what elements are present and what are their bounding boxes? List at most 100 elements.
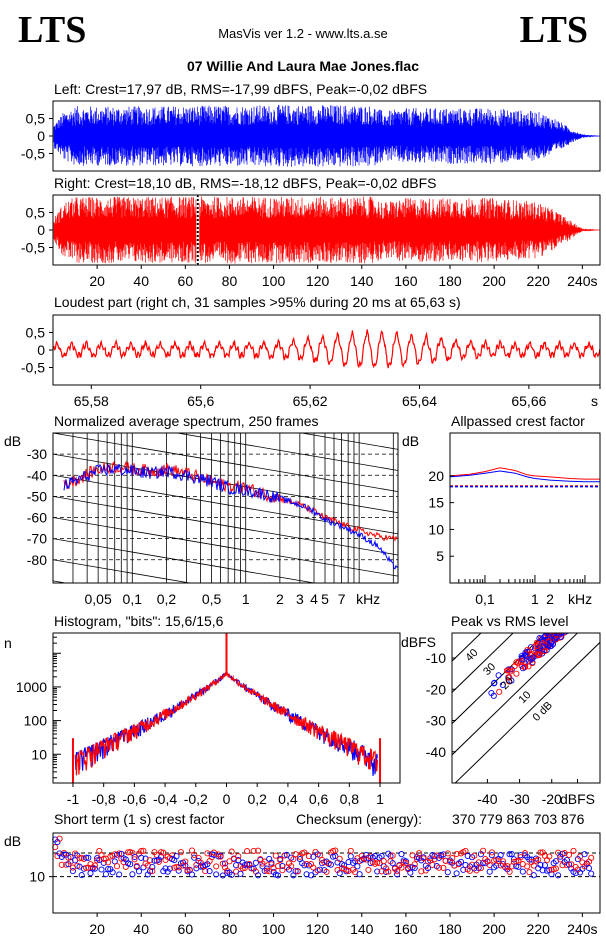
short-term-ylabel: dB bbox=[4, 833, 22, 849]
peak-rms-point-right bbox=[566, 610, 571, 615]
short-term-point-left bbox=[394, 871, 401, 878]
histogram-xtick-label: 0,8 bbox=[340, 791, 360, 807]
peak-rms-point-left bbox=[491, 680, 498, 687]
left-waveform-title: Left: Crest=17,97 dB, RMS=-17,99 dBFS, P… bbox=[54, 81, 428, 97]
right-xtick-label: 100 bbox=[262, 273, 286, 289]
short-term-point-left bbox=[398, 851, 405, 858]
peak-rms-point-right bbox=[570, 620, 575, 625]
peak-rms-point-right bbox=[570, 619, 575, 624]
short-term-point-right bbox=[416, 850, 423, 857]
allpassed-xtick-label: 0,1 bbox=[475, 591, 495, 607]
short-term-point-right bbox=[58, 861, 65, 868]
short-term-point-right bbox=[56, 835, 63, 842]
peak-rms-point-left bbox=[536, 635, 543, 642]
short-term-point-right bbox=[570, 847, 577, 854]
short-term-point-left bbox=[235, 857, 242, 864]
short-term-xtick-label: 160 bbox=[394, 921, 418, 937]
short-term-point-left bbox=[151, 857, 158, 864]
short-term-point-right bbox=[398, 864, 405, 871]
short-term-point-right bbox=[261, 858, 268, 865]
short-term-point-right bbox=[524, 863, 531, 870]
histogram-title: Histogram, "bits": 15,6/15,6 bbox=[54, 613, 224, 629]
short-term-point-right bbox=[332, 847, 339, 854]
spectrum-slope-line bbox=[53, 687, 398, 746]
short-term-point-right bbox=[279, 867, 286, 874]
spectrum-xtick-label: kHz bbox=[356, 591, 380, 607]
right-xtick-label: 80 bbox=[222, 273, 238, 289]
short-term-point-right bbox=[385, 868, 392, 875]
short-term-point-right bbox=[124, 849, 132, 856]
short-term-point-right bbox=[462, 847, 469, 854]
peak-rms-point-right bbox=[566, 618, 571, 623]
short-term-point-right bbox=[113, 863, 121, 870]
short-term-point-left bbox=[116, 871, 123, 878]
spectrum-ylabel: dB bbox=[4, 433, 22, 449]
peak-rms-point-left bbox=[568, 613, 573, 618]
spectrum-slope-line bbox=[53, 559, 193, 583]
loudest-part-title: Loudest part (right ch, 31 samples >95% … bbox=[54, 294, 461, 310]
short-term-xtick-label: 80 bbox=[222, 921, 238, 937]
peak-rms-diagonal-label: 10 bbox=[516, 689, 533, 706]
short-term-point-left bbox=[402, 858, 409, 865]
spectrum-xtick-label: 1 bbox=[242, 591, 250, 607]
short-term-point-right bbox=[244, 848, 251, 855]
peak-rms-point-right bbox=[571, 621, 576, 626]
peak-rms-point-left bbox=[522, 652, 529, 659]
peak-rms-point-right bbox=[545, 638, 552, 645]
short-term-point-left bbox=[548, 871, 555, 878]
short-term-point-right bbox=[250, 847, 257, 854]
peak-rms-point-left bbox=[563, 624, 568, 629]
right-xtick-label: 220 bbox=[527, 273, 551, 289]
short-term-point-left bbox=[585, 865, 593, 872]
peak-rms-point-left bbox=[570, 614, 575, 619]
peak-rms-point-right bbox=[557, 621, 562, 626]
right-xtick-label: 60 bbox=[178, 273, 194, 289]
short-term-point-right bbox=[552, 865, 559, 872]
peak-rms-point-right bbox=[564, 620, 569, 625]
peak-rms-point-right bbox=[496, 688, 503, 695]
short-term-xtick-label: 60 bbox=[178, 921, 194, 937]
peak-rms-point-right bbox=[557, 623, 562, 628]
histogram-xtick-label: 0,2 bbox=[247, 791, 267, 807]
short-term-point-right bbox=[294, 868, 301, 875]
short-term-point-right bbox=[480, 847, 487, 854]
peak-rms-point-left bbox=[568, 611, 573, 616]
peak-rms-xtick-label: -20 bbox=[542, 791, 562, 807]
peak-rms-point-left bbox=[568, 609, 573, 614]
peak-rms-point-left bbox=[567, 618, 572, 623]
peak-rms-point-right bbox=[525, 663, 532, 670]
histogram-xtick-label: 0,6 bbox=[309, 791, 329, 807]
short-term-point-right bbox=[537, 849, 544, 856]
short-term-point-left bbox=[424, 865, 432, 872]
short-term-point-left bbox=[131, 853, 138, 861]
peak-rms-xtick-label: -30 bbox=[509, 791, 529, 807]
short-term-point-right bbox=[131, 856, 138, 863]
left-ytick-label: 0,5 bbox=[26, 111, 46, 127]
short-term-point-right bbox=[138, 847, 145, 855]
peak-rms-point-right bbox=[513, 659, 520, 666]
short-term-point-right bbox=[546, 853, 553, 860]
short-term-point-right bbox=[429, 861, 436, 868]
short-term-point-left bbox=[411, 864, 418, 872]
short-term-point-right bbox=[182, 858, 189, 865]
short-term-point-right bbox=[548, 866, 555, 873]
peak-rms-point-left bbox=[566, 616, 571, 621]
peak-rms-point-right bbox=[564, 622, 569, 627]
peak-rms-point-left bbox=[563, 619, 568, 624]
short-term-point-left bbox=[497, 852, 504, 859]
short-term-point-left bbox=[457, 858, 465, 865]
short-term-point-right bbox=[477, 865, 484, 872]
peak-rms-point-left bbox=[557, 633, 561, 634]
short-term-point-right bbox=[272, 852, 279, 859]
peak-rms-point-left bbox=[562, 614, 567, 619]
peak-rms-point-left bbox=[547, 633, 554, 636]
spectrum-xtick-label: 0,5 bbox=[202, 591, 222, 607]
short-term-xtick-label: 120 bbox=[306, 921, 330, 937]
peak-rms-point-right bbox=[562, 617, 567, 622]
short-term-point-right bbox=[435, 864, 443, 871]
short-term-point-left bbox=[78, 872, 85, 879]
short-term-point-right bbox=[566, 851, 573, 858]
short-term-point-left bbox=[149, 863, 156, 871]
short-term-point-right bbox=[568, 861, 575, 868]
peak-rms-point-right bbox=[562, 614, 567, 619]
